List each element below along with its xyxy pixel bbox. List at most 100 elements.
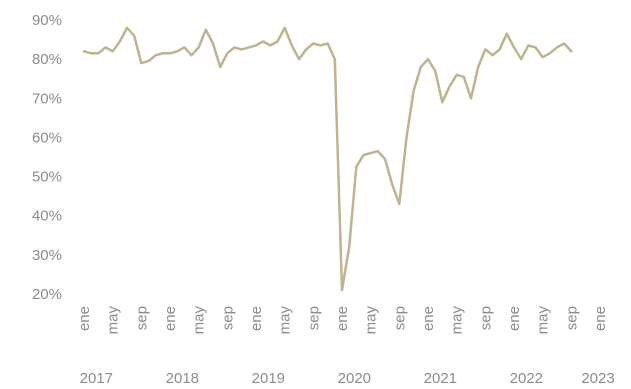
data-point [162,52,164,55]
x-tick-label: ene [162,306,179,331]
data-point [520,58,522,60]
x-tick-label: sep [219,306,236,330]
data-point [126,27,128,29]
data-point [427,58,429,60]
data-point [326,42,329,45]
data-point [262,40,265,43]
data-point [319,44,322,47]
data-point [563,42,565,45]
data-point [147,60,150,62]
x-tick-label: ene [76,306,93,331]
y-tick-label: 90% [32,12,62,29]
y-tick-label: 30% [32,247,62,264]
data-point [212,42,214,45]
x-tick-label: sep [563,306,580,330]
x-tick-label: ene [420,306,437,331]
data-point [97,52,100,55]
y-tick-label: 70% [32,90,62,107]
data-point [205,29,207,31]
y-tick-label: 80% [32,51,62,68]
data-point [477,66,480,68]
data-point [255,44,257,47]
data-point [369,152,372,154]
year-label: 2021 [424,370,457,387]
x-tick-label: sep [305,306,322,330]
data-point [506,32,508,35]
data-point [176,50,178,53]
data-point [169,52,171,55]
year-label: 2022 [510,370,543,387]
x-tick-label: may [535,306,552,335]
data-point [470,97,472,100]
year-label: 2018 [166,370,199,387]
x-tick-label: may [105,306,122,335]
data-point [104,46,107,49]
y-tick-label: 50% [32,169,62,186]
year-label: 2020 [338,370,371,387]
data-point [384,158,386,160]
data-point [240,48,243,51]
data-point [362,154,365,156]
y-tick-label: 20% [32,286,62,303]
data-point [491,54,494,56]
x-tick-label: ene [334,306,351,331]
x-tick-label: may [363,306,380,335]
x-tick-label: may [277,306,294,335]
data-point [405,136,408,139]
y-axis: 20% 30% 40% 50% 60% 70% 80% 90% [32,12,62,303]
data-point [119,40,121,43]
y-tick-label: 40% [32,208,62,225]
x-tick-label: sep [391,306,408,330]
data-point [541,56,544,58]
data-point [233,46,236,49]
data-point [448,85,451,88]
data-point [276,40,279,43]
data-point [355,166,358,168]
data-point [513,46,515,49]
data-point [283,27,286,29]
y-tick-label: 60% [32,129,62,146]
data-point [420,66,422,68]
data-point [111,50,114,53]
data-point [312,42,315,45]
data-point [377,150,379,152]
x-tick-label: sep [133,306,150,330]
x-tick-label: may [449,306,466,335]
data-point [226,52,229,55]
year-label: 2017 [80,370,113,387]
x-tick-label: ene [592,306,609,331]
x-tick-label: ene [248,306,265,331]
data-point [305,48,308,51]
data-point [133,34,135,37]
data-point [484,48,487,51]
series-line [82,26,573,292]
data-point [298,58,300,60]
year-label: 2019 [252,370,285,387]
series-layer [82,26,573,292]
data-point [556,46,558,49]
data-point [455,74,458,76]
data-point [412,89,415,92]
x-tick-label: ene [506,306,523,331]
year-axis: 2017 2018 2019 2020 2021 2022 2023 [80,370,615,387]
data-point [219,66,221,68]
data-point [570,50,573,53]
data-point [183,46,186,49]
data-point [341,289,343,291]
data-point [348,246,351,248]
data-point [463,76,465,78]
data-point [90,52,92,55]
data-point [190,54,193,56]
x-tick-label: sep [477,306,494,330]
data-point [140,62,143,64]
data-point [269,44,272,47]
data-point [248,46,250,49]
data-point [434,70,437,72]
data-point [391,183,394,186]
data-point [527,44,530,47]
data-point [549,52,551,55]
x-tick-label: may [191,306,208,335]
data-point [441,101,444,103]
